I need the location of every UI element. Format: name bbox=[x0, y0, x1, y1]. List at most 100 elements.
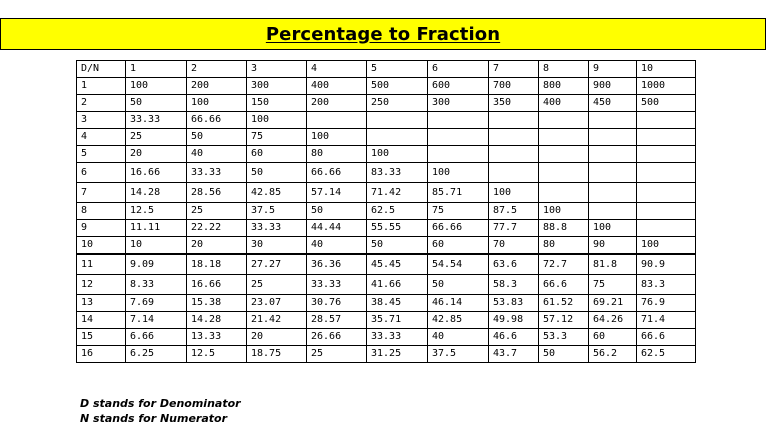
table-cell bbox=[366, 111, 428, 129]
table-cell bbox=[636, 145, 696, 163]
table-cell: 9.09 bbox=[125, 253, 187, 275]
table-cell: 25 bbox=[125, 128, 187, 146]
table-cell: 46.6 bbox=[488, 328, 539, 346]
table-cell: 33.33 bbox=[246, 219, 307, 237]
table-cell: 700 bbox=[488, 77, 539, 95]
table-cell bbox=[427, 111, 489, 129]
row-label-cell: 9 bbox=[76, 219, 126, 237]
note-numerator: N stands for Numerator bbox=[80, 412, 227, 425]
table-cell: 44.44 bbox=[306, 219, 367, 237]
table-cell: 28.56 bbox=[186, 182, 247, 203]
row-label-cell: 1 bbox=[76, 77, 126, 95]
row-label-cell: 10 bbox=[76, 236, 126, 255]
table-cell: 40 bbox=[186, 145, 247, 163]
table-cell bbox=[366, 128, 428, 146]
table-cell bbox=[636, 162, 696, 183]
row-label-cell: 4 bbox=[76, 128, 126, 146]
table-cell bbox=[488, 145, 539, 163]
table-cell bbox=[636, 128, 696, 146]
table-cell: 46.14 bbox=[427, 294, 489, 312]
table-cell: 87.5 bbox=[488, 202, 539, 220]
header-cell: 4 bbox=[306, 60, 367, 78]
table-cell: 250 bbox=[366, 94, 428, 112]
table-cell: 13.33 bbox=[186, 328, 247, 346]
table-cell bbox=[538, 162, 589, 183]
header-cell: D/N bbox=[76, 60, 126, 78]
table-cell: 21.42 bbox=[246, 311, 307, 329]
row-label-cell: 12 bbox=[76, 274, 126, 295]
table-cell: 14.28 bbox=[125, 182, 187, 203]
table-cell: 71.42 bbox=[366, 182, 428, 203]
table-header-row: D/N 1 2 3 4 5 6 7 8 9 10 bbox=[76, 60, 696, 78]
table-cell bbox=[538, 111, 589, 129]
table-cell: 75 bbox=[246, 128, 307, 146]
table-cell bbox=[636, 202, 696, 220]
table-cell: 33.33 bbox=[306, 274, 367, 295]
table-cell: 30.76 bbox=[306, 294, 367, 312]
header-cell: 2 bbox=[186, 60, 247, 78]
table-cell: 22.22 bbox=[186, 219, 247, 237]
table-cell: 40 bbox=[427, 328, 489, 346]
row-label-cell: 16 bbox=[76, 345, 126, 363]
table-cell bbox=[538, 182, 589, 203]
table-cell: 58.3 bbox=[488, 274, 539, 295]
table-cell: 33.33 bbox=[186, 162, 247, 183]
table-cell: 500 bbox=[366, 77, 428, 95]
table-cell: 37.5 bbox=[246, 202, 307, 220]
table-row: 4 25 50 75 100 bbox=[76, 128, 696, 146]
table-row: 13 7.69 15.38 23.07 30.76 38.45 46.14 53.83 61.5… bbox=[76, 294, 696, 312]
table-cell: 200 bbox=[186, 77, 247, 95]
header-cell: 9 bbox=[588, 60, 637, 78]
table-cell: 66.6 bbox=[636, 328, 696, 346]
row-label-cell: 7 bbox=[76, 182, 126, 203]
table-cell: 64.26 bbox=[588, 311, 637, 329]
table-cell: 63.6 bbox=[488, 253, 539, 275]
table-cell bbox=[588, 202, 637, 220]
table-cell: 43.7 bbox=[488, 345, 539, 363]
table-cell: 11.11 bbox=[125, 219, 187, 237]
table-cell: 150 bbox=[246, 94, 307, 112]
table-row: 9 11.11 22.22 33.33 44.44 55.55 66.66 77.7 88.8 1… bbox=[76, 219, 696, 237]
table-cell: 71.4 bbox=[636, 311, 696, 329]
table-cell: 50 bbox=[306, 202, 367, 220]
table-cell: 28.57 bbox=[306, 311, 367, 329]
table-row: 1 100 200 300 400 500 600 700 800 900 1000 bbox=[76, 77, 696, 95]
table-row: 14 7.14 14.28 21.42 28.57 35.71 42.85 49.98 57.1… bbox=[76, 311, 696, 329]
table-cell: 40 bbox=[306, 236, 367, 255]
table-cell: 100 bbox=[636, 236, 696, 255]
table-cell: 26.66 bbox=[306, 328, 367, 346]
table-cell: 200 bbox=[306, 94, 367, 112]
row-label-cell: 2 bbox=[76, 94, 126, 112]
table-cell bbox=[636, 219, 696, 237]
table-row: 3 33.33 66.66 100 bbox=[76, 111, 696, 129]
table-cell: 61.52 bbox=[538, 294, 589, 312]
header-cell: 6 bbox=[427, 60, 489, 78]
table-cell: 6.66 bbox=[125, 328, 187, 346]
table-cell: 400 bbox=[306, 77, 367, 95]
table-cell: 80 bbox=[538, 236, 589, 255]
table-cell: 35.71 bbox=[366, 311, 428, 329]
table-cell: 100 bbox=[488, 182, 539, 203]
table-cell: 14.28 bbox=[186, 311, 247, 329]
table-cell: 16.66 bbox=[125, 162, 187, 183]
table-cell: 800 bbox=[538, 77, 589, 95]
table-cell: 20 bbox=[125, 145, 187, 163]
table-cell: 300 bbox=[427, 94, 489, 112]
table-cell: 55.55 bbox=[366, 219, 428, 237]
title-banner: Percentage to Fraction bbox=[0, 18, 766, 50]
table-cell bbox=[488, 128, 539, 146]
table-cell: 83.3 bbox=[636, 274, 696, 295]
note-denominator: D stands for Denominator bbox=[80, 397, 241, 410]
table-cell: 85.71 bbox=[427, 182, 489, 203]
table-cell: 25 bbox=[306, 345, 367, 363]
row-label-cell: 5 bbox=[76, 145, 126, 163]
row-label-cell: 6 bbox=[76, 162, 126, 183]
table-cell bbox=[588, 128, 637, 146]
table-cell: 62.5 bbox=[366, 202, 428, 220]
table-row: 2 50 100 150 200 250 300 350 400 450 500 bbox=[76, 94, 696, 112]
table-row: 5 20 40 60 80 100 bbox=[76, 145, 696, 163]
row-label-cell: 8 bbox=[76, 202, 126, 220]
table-cell: 45.45 bbox=[366, 253, 428, 275]
table-cell bbox=[636, 111, 696, 129]
header-cell: 1 bbox=[125, 60, 187, 78]
